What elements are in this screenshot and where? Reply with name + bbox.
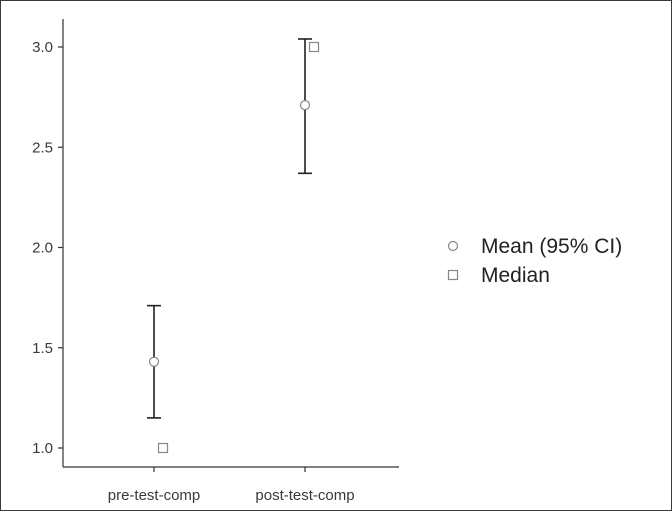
legend: Mean (95% CI) Median [447, 235, 622, 287]
median-point [308, 41, 320, 53]
mean-point [148, 356, 160, 367]
legend-median-marker [447, 269, 459, 281]
median-point [157, 442, 169, 454]
mean-point [299, 100, 311, 111]
legend-mean-marker [447, 240, 459, 252]
y-tick-label: 1.5 [32, 340, 53, 357]
x-tick-label: post-test-comp [255, 487, 354, 504]
y-tick-label: 3.0 [32, 39, 53, 56]
legend-mean-label: Mean (95% CI) [481, 235, 622, 258]
x-tick-label: pre-test-comp [108, 487, 201, 504]
y-tick-label: 2.5 [32, 139, 53, 156]
legend-median-label: Median [481, 264, 550, 287]
y-tick-label: 1.0 [32, 440, 53, 457]
y-tick-label: 2.0 [32, 240, 53, 257]
